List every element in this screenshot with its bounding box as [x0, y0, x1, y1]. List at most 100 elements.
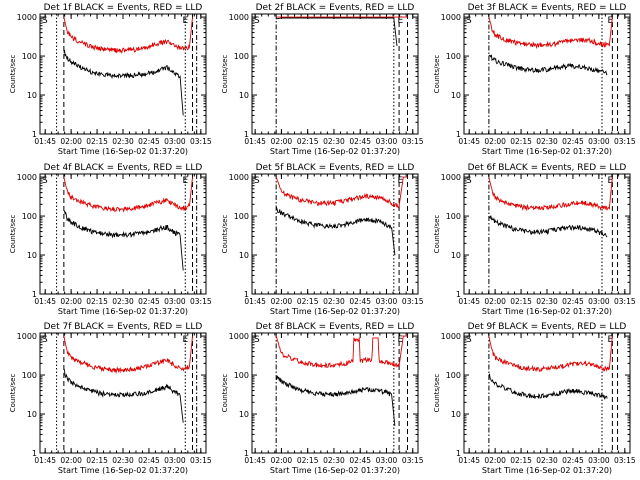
- x-tick-label: 01:45: [34, 297, 56, 306]
- x-tick-label: 01:45: [244, 456, 266, 465]
- panel-det-6: Det 6f BLACK = Events, RED = LLD 1 10 100 10…: [433, 163, 636, 316]
- y-tick-label: 1: [32, 130, 37, 139]
- panel-title: Det 3f BLACK = Events, RED = LLD: [468, 3, 627, 13]
- y-tick-label: 10: [27, 251, 37, 260]
- x-tick-label: 03:00: [376, 456, 398, 465]
- y-tick-label: 1: [244, 290, 249, 299]
- x-tick-label: 01:45: [458, 297, 480, 306]
- x-tick-label: 02:00: [484, 456, 506, 465]
- series-events: [488, 54, 608, 76]
- y-tick-label: 1000: [229, 173, 249, 182]
- x-tick-label: 02:00: [60, 137, 82, 146]
- y-axis-label: Counts/sec: [9, 55, 17, 94]
- x-tick-label: 03:00: [376, 137, 398, 146]
- x-tick-label: 02:45: [138, 137, 160, 146]
- panel-det-1: Det 1f BLACK = Events, RED = LLD 1 10 100 10…: [9, 3, 212, 156]
- y-tick-label: 10: [27, 91, 37, 100]
- series-lld: [63, 336, 193, 375]
- series-lld: [488, 336, 613, 373]
- y-tick-label: 1: [32, 290, 37, 299]
- y-tick-label: 1000: [17, 13, 37, 22]
- x-axis-label: Start Time (16-Sep-02 01:37:20): [58, 466, 188, 475]
- y-tick-label: 1: [244, 130, 249, 139]
- x-tick-label: 03:15: [402, 297, 424, 306]
- y-tick-label: 100: [234, 52, 249, 61]
- series-events: [488, 373, 608, 400]
- x-tick-label: 01:45: [458, 137, 480, 146]
- x-tick-label: 02:45: [562, 456, 584, 465]
- x-tick-label: 03:15: [614, 456, 636, 465]
- panel-det-8: Det 8f BLACK = Events, RED = LLD 1 10 100 10…: [221, 322, 424, 475]
- panel-det-3: Det 3f BLACK = Events, RED = LLD 1 10 100 10…: [433, 3, 636, 156]
- series-lld: [63, 17, 193, 55]
- end-marker-label: E: [608, 335, 614, 345]
- x-tick-label: 03:15: [402, 456, 424, 465]
- x-tick-label: 02:45: [349, 297, 371, 306]
- y-tick-label: 1: [456, 130, 461, 139]
- x-tick-label: 03:15: [614, 297, 636, 306]
- end-marker-label: E: [183, 335, 189, 345]
- y-tick-label: 10: [451, 91, 461, 100]
- y-axis-label: Counts/sec: [433, 215, 441, 254]
- y-axis-label: Counts/sec: [221, 215, 229, 254]
- y-tick-label: 1000: [441, 173, 461, 182]
- y-tick-label: 10: [27, 410, 37, 419]
- y-tick-label: 1: [244, 449, 249, 458]
- x-tick-label: 02:30: [323, 297, 345, 306]
- y-tick-label: 1: [456, 449, 461, 458]
- x-tick-label: 03:15: [190, 137, 212, 146]
- series-lld: [63, 177, 193, 213]
- series-events: [63, 368, 184, 423]
- panel-det-4: Det 4f BLACK = Events, RED = LLD 1 10 100 10…: [9, 163, 212, 316]
- end-marker-label: E: [608, 176, 614, 186]
- y-tick-label: 1000: [17, 173, 37, 182]
- x-tick-label: 02:45: [562, 297, 584, 306]
- x-tick-label: 01:45: [244, 297, 266, 306]
- x-tick-label: 03:00: [588, 297, 610, 306]
- panel-title: Det 6f BLACK = Events, RED = LLD: [468, 163, 627, 173]
- y-axis-label: Counts/sec: [221, 374, 229, 413]
- end-marker-label: E: [608, 16, 614, 26]
- panel-title: Det 2f BLACK = Events, RED = LLD: [256, 3, 415, 13]
- y-tick-label: 1: [456, 290, 461, 299]
- panel-title: Det 1f BLACK = Events, RED = LLD: [44, 3, 203, 13]
- x-tick-label: 02:00: [484, 297, 506, 306]
- panel-title: Det 4f BLACK = Events, RED = LLD: [44, 163, 203, 173]
- x-axis-label: Start Time (16-Sep-02 01:37:20): [482, 466, 612, 475]
- y-tick-label: 10: [239, 91, 249, 100]
- x-tick-label: 02:00: [271, 456, 293, 465]
- x-axis-label: Start Time (16-Sep-02 01:37:20): [482, 147, 612, 156]
- y-tick-label: 100: [446, 212, 461, 221]
- start-marker-label: S: [42, 176, 48, 186]
- y-tick-label: 1000: [229, 13, 249, 22]
- panel-title: Det 7f BLACK = Events, RED = LLD: [44, 322, 203, 332]
- y-tick-label: 1000: [441, 13, 461, 22]
- x-tick-label: 01:45: [244, 137, 266, 146]
- plot-frame: [251, 173, 419, 295]
- x-tick-label: 03:00: [588, 456, 610, 465]
- x-tick-label: 01:45: [34, 456, 56, 465]
- panel-det-7: Det 7f BLACK = Events, RED = LLD 1 10 100 10…: [9, 322, 212, 475]
- x-tick-label: 02:45: [138, 456, 160, 465]
- end-marker-label: E: [183, 16, 189, 26]
- x-tick-label: 01:45: [458, 456, 480, 465]
- x-tick-label: 02:00: [484, 137, 506, 146]
- x-tick-label: 02:15: [297, 297, 319, 306]
- x-tick-label: 01:45: [34, 137, 56, 146]
- x-tick-label: 03:00: [376, 297, 398, 306]
- x-axis-label: Start Time (16-Sep-02 01:37:20): [482, 307, 612, 316]
- series-lld: [488, 16, 613, 50]
- y-tick-label: 100: [234, 371, 249, 380]
- series-lld: [488, 177, 613, 212]
- x-tick-label: 03:15: [190, 456, 212, 465]
- y-tick-label: 1000: [229, 332, 249, 341]
- x-tick-label: 02:00: [271, 137, 293, 146]
- series-events: [276, 17, 398, 47]
- y-tick-label: 1000: [441, 332, 461, 341]
- x-tick-label: 02:30: [536, 137, 558, 146]
- x-tick-label: 02:00: [271, 297, 293, 306]
- series-events: [63, 210, 184, 271]
- y-axis-label: Counts/sec: [9, 374, 17, 413]
- x-tick-label: 02:30: [112, 297, 134, 306]
